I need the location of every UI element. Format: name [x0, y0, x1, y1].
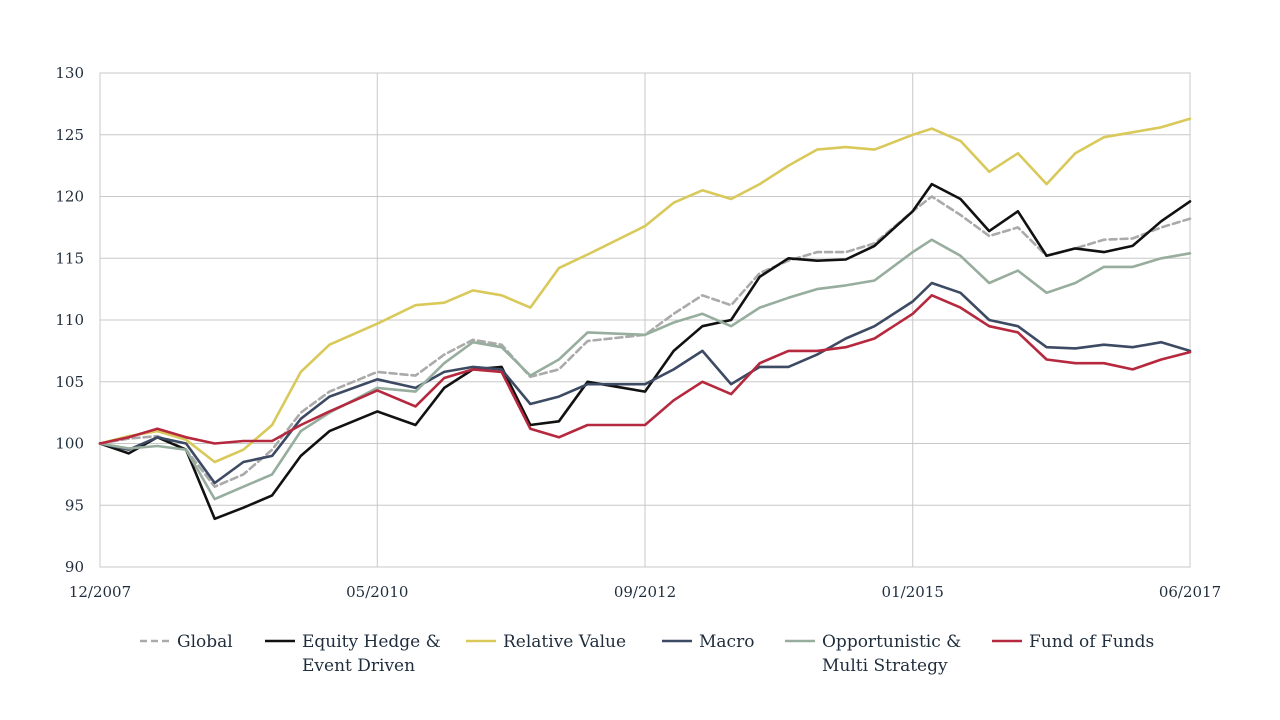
x-tick-label: 06/2017	[1159, 583, 1221, 601]
legend: Global Equity Hedge & Event Driven Relative…	[140, 632, 1154, 676]
x-tick-label: 12/2007	[69, 583, 131, 601]
y-axis-ticks: 90 95 100 105 110 115 120 125 130	[55, 64, 84, 576]
legend-label: Equity Hedge & Event Driven	[302, 632, 441, 676]
legend-item: Fund of Funds	[992, 632, 1154, 652]
y-tick-label: 130	[55, 64, 84, 82]
x-tick-label: 09/2012	[614, 583, 676, 601]
series-line-5	[98, 293, 1192, 445]
legend-item: Relative Value	[466, 632, 626, 652]
y-tick-label: 90	[65, 558, 84, 576]
y-tick-label: 110	[55, 311, 84, 329]
series-line-4	[98, 238, 1192, 501]
series-line-2	[98, 117, 1192, 464]
legend-item: Macro	[662, 632, 754, 652]
y-tick-label: 95	[65, 496, 84, 514]
legend-item: Equity Hedge & Event Driven	[265, 632, 441, 676]
chart-grid	[99, 72, 1191, 568]
x-tick-label: 01/2015	[882, 583, 944, 601]
series-line-0	[98, 195, 1192, 489]
y-tick-label: 105	[55, 373, 84, 391]
legend-label: Relative Value	[503, 632, 626, 652]
y-tick-label: 115	[55, 249, 84, 267]
y-tick-label: 120	[55, 188, 84, 206]
legend-label: Global	[177, 632, 233, 652]
x-axis-ticks: 12/2007 05/2010 09/2012 01/2015 06/2017	[69, 583, 1221, 601]
y-tick-label: 125	[55, 126, 84, 144]
series-line-3	[98, 281, 1192, 485]
series-lines	[98, 117, 1192, 521]
y-tick-label: 100	[55, 435, 84, 453]
legend-label: Macro	[699, 632, 754, 652]
legend-item: Opportunistic & Multi Strategy	[785, 632, 961, 676]
legend-label: Fund of Funds	[1029, 632, 1154, 652]
series-line-1	[98, 182, 1192, 521]
x-tick-label: 05/2010	[346, 583, 408, 601]
legend-label: Opportunistic & Multi Strategy	[822, 632, 961, 676]
legend-item: Global	[140, 632, 233, 652]
